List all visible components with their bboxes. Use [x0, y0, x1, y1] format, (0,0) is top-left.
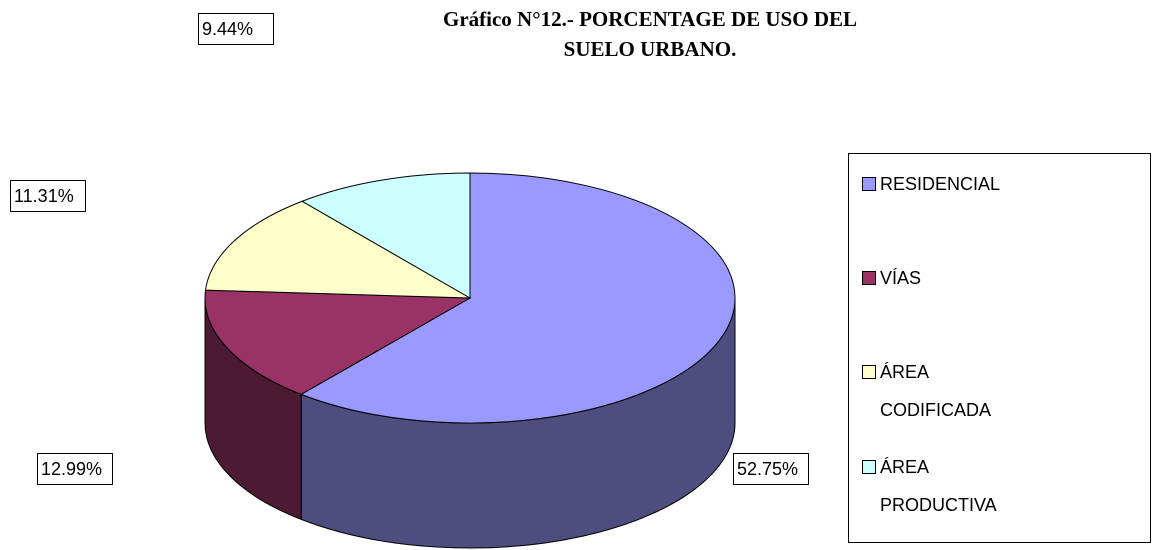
chart: 52.75% 12.99% 11.31% 9.44%	[10, 13, 809, 549]
data-label-box	[198, 13, 274, 45]
slice	[204, 200, 471, 299]
legend-label: ÁREA PRODUCTIVA	[880, 457, 997, 515]
chart-title: Gráfico N°12.- PORCENTAGE DE USO DEL SUE…	[442, 7, 857, 61]
slice	[301, 172, 471, 299]
data-label: 12.99%	[41, 459, 102, 479]
legend-swatch	[862, 177, 876, 191]
slice	[204, 289, 472, 521]
legend-swatch	[862, 460, 876, 474]
data-label-box	[733, 453, 809, 485]
legend-label: ÁREA CODIFICADA	[880, 362, 992, 420]
data-label: 9.44%	[202, 19, 253, 39]
slice-top	[204, 289, 472, 395]
legend-label: RESIDENCIAL	[880, 174, 1001, 194]
slice-top	[301, 172, 471, 299]
data-label: 11.31%	[14, 186, 74, 206]
slice-top	[300, 172, 736, 424]
legend-swatch	[862, 365, 876, 379]
data-label-box	[10, 180, 86, 212]
slice	[300, 172, 736, 549]
legend-swatch	[862, 271, 876, 285]
legend: RESIDENCIAL VÍAS ÁREA CODIFICADA ÁREA PRODU…	[848, 153, 1151, 543]
slice-top	[204, 200, 471, 299]
data-label-box	[37, 453, 113, 485]
legend-label: VÍAS	[880, 268, 922, 288]
data-label: 52.75%	[737, 459, 798, 479]
